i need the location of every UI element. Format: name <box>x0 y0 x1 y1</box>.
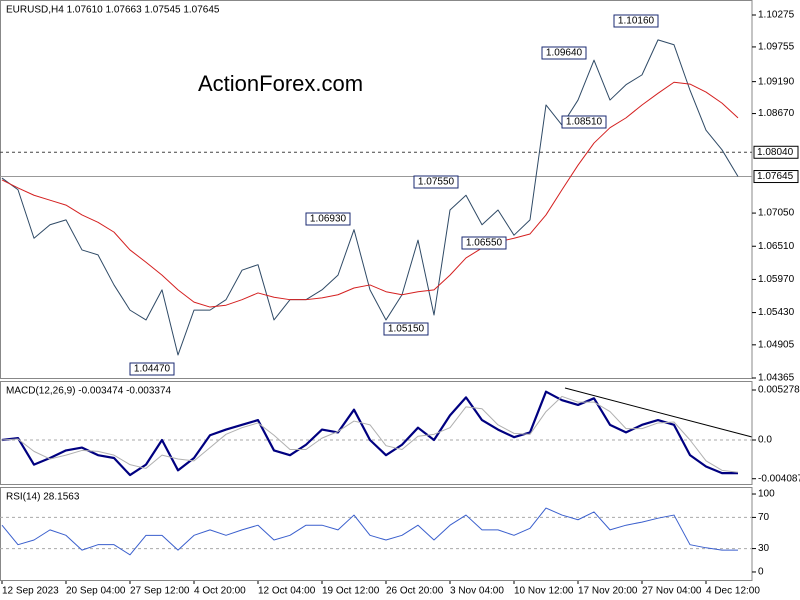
series-line <box>1 395 739 473</box>
series-line <box>1 39 739 356</box>
price-level-box <box>753 145 799 159</box>
y-tick-label: 70 <box>758 512 770 523</box>
y-tick-label: 1.07050 <box>758 208 795 219</box>
panel-frame <box>0 381 753 485</box>
annotation-box <box>541 46 587 60</box>
y-tick-label: 1.05970 <box>758 274 795 285</box>
watermark: ActionForex.com <box>198 71 363 96</box>
annotation-box <box>305 212 351 226</box>
annotation-box <box>613 14 659 28</box>
annotation-box <box>561 115 607 129</box>
annotation: 1.06930 <box>310 214 347 225</box>
y-tick-label: 1.06510 <box>758 241 795 252</box>
series-line <box>1 390 738 477</box>
annotation: 1.05150 <box>388 324 425 335</box>
macd-trendline <box>564 387 753 438</box>
panel-frame <box>0 0 753 379</box>
y-tick-label: 1.09755 <box>758 42 795 53</box>
y-tick-label: 1.10275 <box>758 10 795 21</box>
y-tick-label: 0 <box>758 567 764 578</box>
x-tick-label: 27 Sep 12:00 <box>130 586 190 597</box>
series-line <box>1 507 738 556</box>
x-tick-label: 4 Dec 12:00 <box>706 586 760 597</box>
panel-frame <box>0 487 753 581</box>
annotation: 1.10160 <box>618 16 655 27</box>
y-tick-label: 1.04905 <box>758 339 795 350</box>
annotation: 1.07550 <box>418 177 455 188</box>
x-tick-label: 12 Oct 04:00 <box>258 586 316 597</box>
annotation: 1.08510 <box>566 117 603 128</box>
x-tick-label: 26 Oct 20:00 <box>386 586 444 597</box>
annotation-box <box>461 236 507 250</box>
x-tick-label: 4 Oct 20:00 <box>194 586 246 597</box>
y-tick-label: 1.09190 <box>758 76 795 87</box>
panel-title: MACD(12,26,9) -0.003474 -0.003374 <box>6 386 172 397</box>
x-tick-label: 27 Nov 04:00 <box>642 586 702 597</box>
price-level-label: 1.07645 <box>757 171 794 182</box>
annotation: 1.06550 <box>466 238 503 249</box>
annotation: 1.09640 <box>546 48 583 59</box>
price-level-box <box>753 170 799 184</box>
y-tick-label: 100 <box>758 489 775 500</box>
annotation-box <box>383 322 429 336</box>
series-line <box>1 81 739 308</box>
x-tick-label: 17 Nov 20:00 <box>578 586 638 597</box>
annotation: 1.04470 <box>134 364 171 375</box>
price-level-label: 1.08040 <box>757 147 794 158</box>
annotation-box <box>413 175 459 189</box>
y-tick-label: 1.08670 <box>758 108 795 119</box>
y-tick-label: 1.04365 <box>758 373 795 384</box>
y-tick-label: 30 <box>758 543 770 554</box>
x-tick-label: 19 Oct 12:00 <box>322 586 380 597</box>
x-tick-label: 3 Nov 04:00 <box>450 586 504 597</box>
panel-title: RSI(14) 28.1563 <box>6 492 80 503</box>
y-tick-label: 1.05430 <box>758 307 795 318</box>
annotation-box <box>129 362 175 376</box>
x-tick-label: 12 Sep 2023 <box>2 586 59 597</box>
y-tick-label: 0.0 <box>758 435 772 446</box>
y-tick-label: -0.004087 <box>758 473 800 484</box>
panel-title: EURUSD,H4 1.07610 1.07663 1.07545 1.0764… <box>6 5 220 16</box>
y-tick-label: 0.005278 <box>758 385 800 396</box>
x-tick-label: 10 Nov 12:00 <box>514 586 574 597</box>
x-tick-label: 20 Sep 04:00 <box>66 586 126 597</box>
